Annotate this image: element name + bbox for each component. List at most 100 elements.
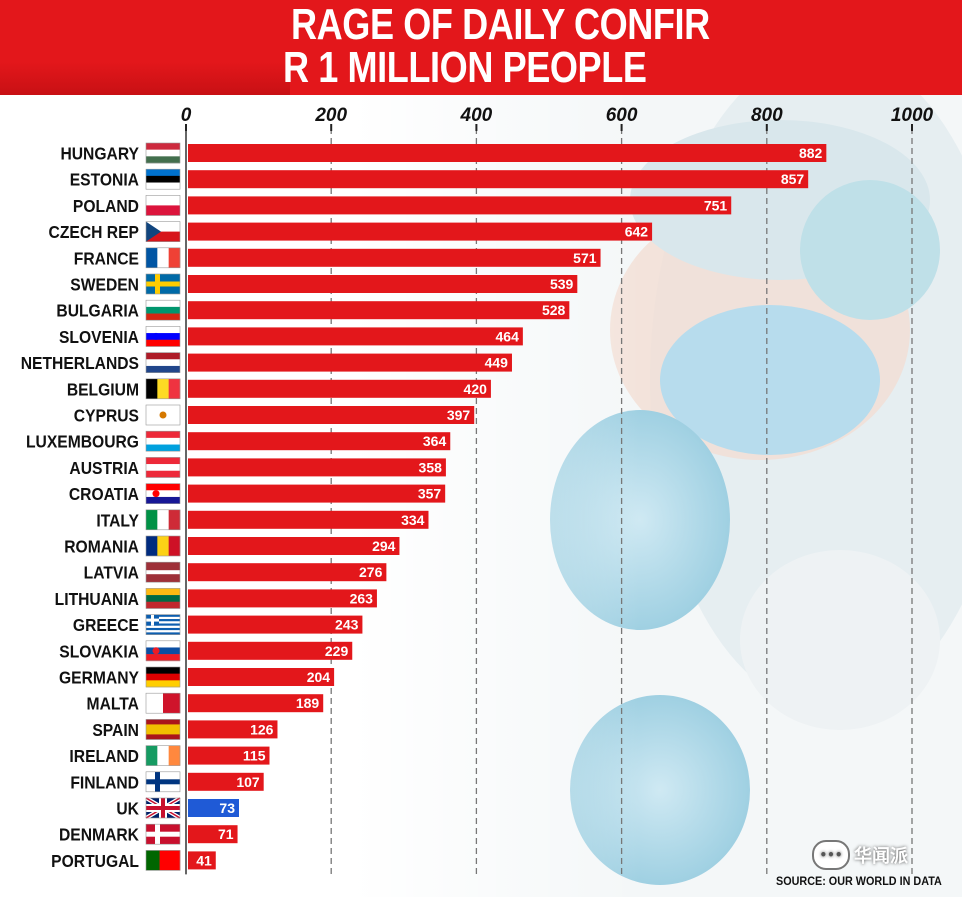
- bar-austria: [188, 458, 446, 477]
- czech-flag: [145, 221, 181, 242]
- value-label: 642: [625, 224, 649, 240]
- tick-label: 800: [751, 105, 783, 126]
- bar-uk: [188, 799, 239, 817]
- italy-flag: [145, 509, 181, 531]
- value-label: 364: [423, 433, 447, 449]
- flag-border: [145, 168, 181, 190]
- country-label: SWEDEN: [70, 274, 139, 294]
- netherlands-flag: [145, 352, 181, 373]
- country-label: DENMARK: [59, 825, 140, 845]
- flag-stripe: [146, 680, 180, 688]
- flag-stripe: [168, 509, 181, 530]
- flag-border: [145, 273, 181, 295]
- bar-greece: [188, 615, 363, 634]
- country-label: FRANCE: [74, 248, 139, 268]
- bar-germany: [188, 668, 335, 686]
- flag-cross-h: [146, 779, 180, 785]
- value-label: 294: [372, 538, 396, 554]
- value-label: 358: [419, 459, 443, 475]
- country-label: IRELAND: [69, 746, 139, 766]
- flag-emblem: [152, 647, 160, 655]
- flag-stripe: [146, 300, 180, 308]
- value-label: 751: [704, 197, 728, 213]
- flag-stripe: [168, 536, 181, 556]
- bar-bulgaria: [188, 301, 570, 320]
- value-label: 464: [496, 328, 520, 344]
- bar-ireland: [188, 746, 270, 765]
- flag-stripe: [146, 352, 180, 360]
- portugal-flag: [145, 850, 181, 871]
- value-label: 263: [350, 590, 374, 606]
- bar-malta: [188, 694, 324, 713]
- flag-cross-h: [146, 831, 180, 837]
- flag-border: [145, 352, 181, 373]
- value-label: 420: [464, 381, 488, 397]
- flag-border: [145, 666, 181, 688]
- wechat-icon: •••: [812, 840, 850, 870]
- finland-flag: [145, 771, 181, 793]
- country-label: CYPRUS: [74, 405, 139, 425]
- lithuania-flag: [145, 588, 181, 609]
- flag-stripe: [146, 630, 180, 633]
- estonia-flag: [145, 168, 181, 190]
- value-label: 73: [219, 800, 235, 816]
- flag-stripe: [146, 640, 180, 648]
- flag-stripe: [146, 850, 160, 871]
- croatia-flag: [145, 483, 181, 504]
- flag-stripe: [146, 231, 180, 242]
- austria-flag: [145, 457, 181, 478]
- bar-latvia: [188, 563, 387, 582]
- flag-border: [145, 640, 181, 662]
- country-label: BELGIUM: [67, 379, 139, 399]
- flag-stripe: [157, 247, 169, 268]
- luxembourg-flag: [145, 430, 181, 452]
- flag-stripe: [146, 444, 180, 452]
- flag-stripe: [146, 719, 180, 725]
- country-label: SLOVENIA: [59, 327, 139, 347]
- latvia-flag: [145, 561, 181, 583]
- country-label: CZECH REP: [49, 222, 139, 242]
- flag-border: [145, 797, 181, 819]
- bar-cyprus: [188, 406, 475, 424]
- flag-border: [145, 483, 181, 504]
- tick-label: 600: [606, 105, 638, 126]
- flag-stripe: [146, 195, 180, 206]
- value-label: 41: [196, 852, 212, 868]
- flag-stripe: [146, 221, 180, 232]
- flag-stripe: [146, 339, 180, 347]
- title-line-1: RAGE OF DAILY CONFIR: [291, 0, 710, 49]
- bar-estonia: [188, 170, 809, 189]
- flag-stripe: [146, 616, 180, 620]
- sweden-flag: [145, 273, 181, 295]
- flag-stripe: [146, 464, 180, 472]
- flag-stripe: [146, 149, 180, 157]
- flag-stripe: [146, 306, 180, 314]
- country-label: GERMANY: [59, 667, 139, 687]
- value-label: 71: [218, 826, 234, 842]
- romania-flag: [145, 535, 181, 557]
- tick-label: 0: [181, 105, 192, 126]
- bars: [188, 144, 827, 870]
- country-label: AUSTRIA: [69, 458, 139, 478]
- flag-stripe: [168, 378, 181, 399]
- flag-stripe: [146, 490, 180, 498]
- country-label: SPAIN: [92, 720, 139, 740]
- ireland-flag: [145, 745, 181, 766]
- value-label: 243: [335, 617, 359, 633]
- country-labels: HUNGARY ESTONIA POLAND CZECH REP FRANCE SWEDE…: [21, 143, 140, 871]
- flag-stripe: [146, 623, 180, 626]
- cyprus-flag: [145, 404, 181, 426]
- flag-stripe: [157, 536, 169, 556]
- flag-stripe: [146, 457, 180, 465]
- flag-stripe: [146, 724, 180, 735]
- value-label: 449: [485, 355, 509, 371]
- flag-cross-h-red: [146, 806, 180, 810]
- flag-stripe: [163, 693, 181, 714]
- country-label: PORTUGAL: [51, 851, 139, 871]
- value-label: 571: [573, 250, 597, 266]
- source-note: SOURCE: OUR WORLD IN DATA: [776, 874, 942, 888]
- flag-stripe: [146, 326, 180, 334]
- flag-stripe: [168, 745, 181, 766]
- flag-border: [145, 142, 181, 164]
- bar-slovenia: [188, 327, 523, 346]
